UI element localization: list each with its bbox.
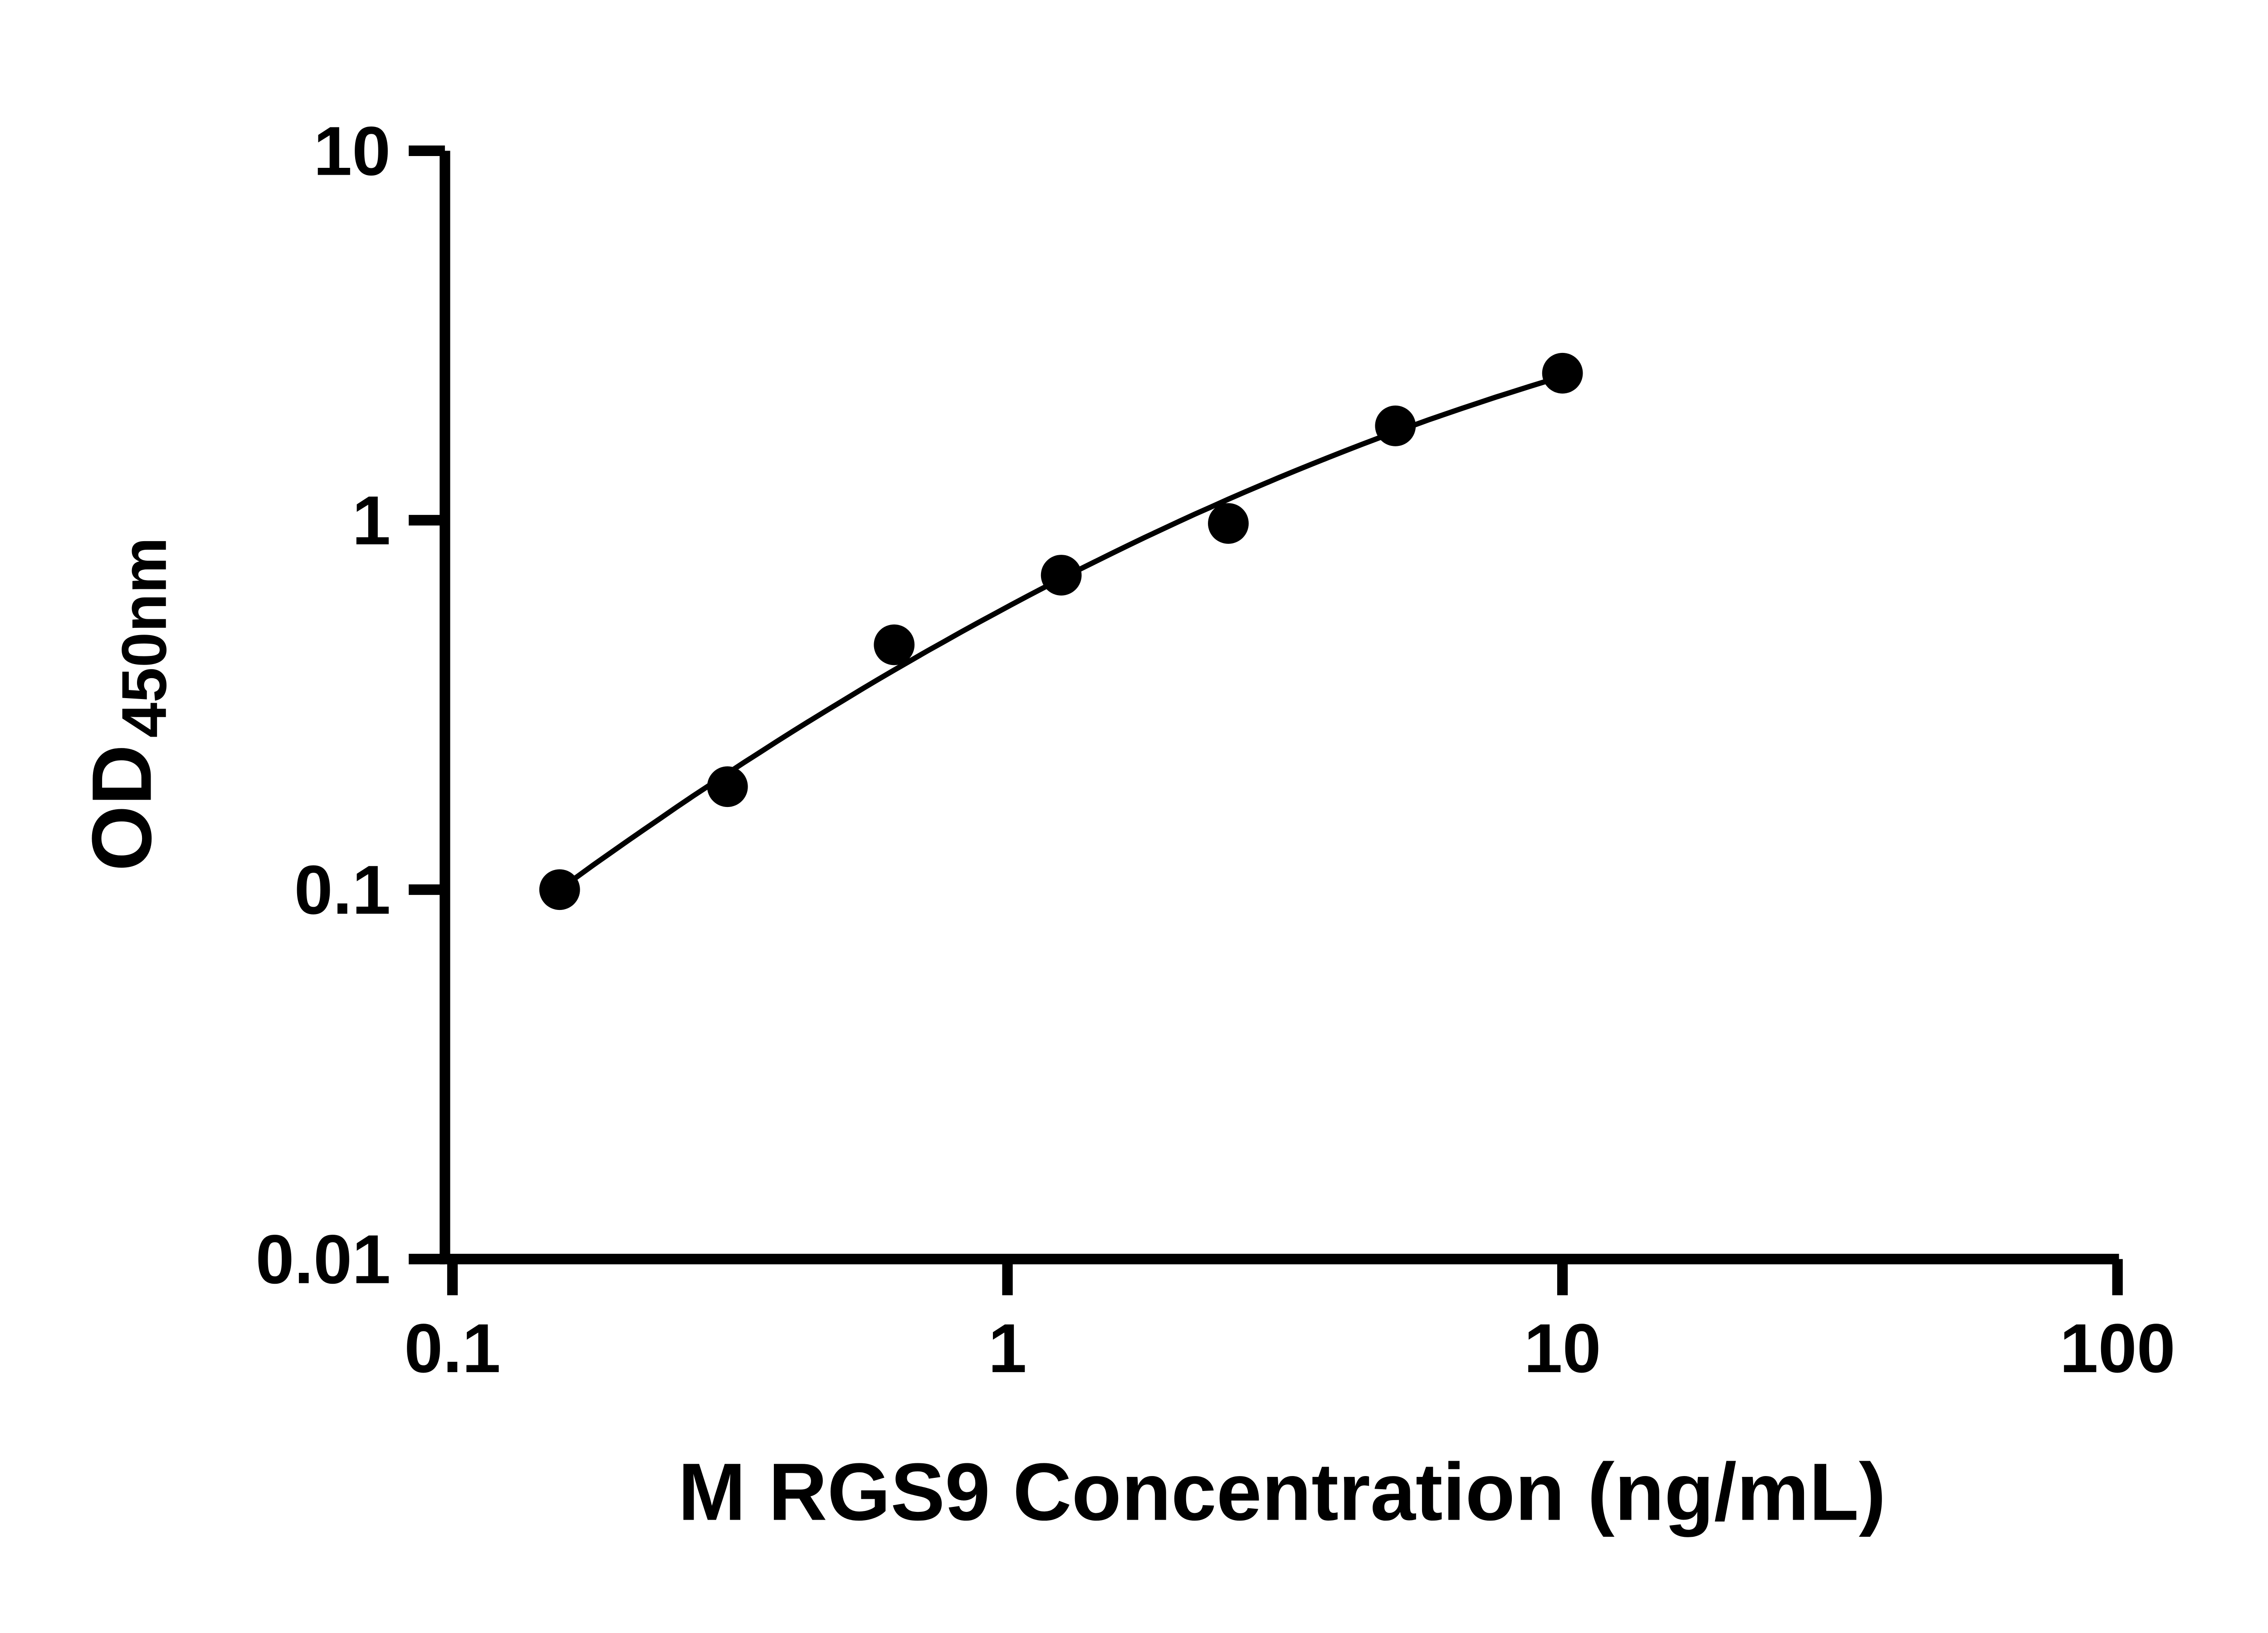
x-tick-label: 100 (2060, 1310, 2175, 1387)
data-point (1542, 352, 1583, 394)
x-axis-title: M RGS9 Concentration (ng/mL) (678, 1447, 1886, 1538)
x-tick-label: 1 (988, 1310, 1027, 1387)
data-point (1375, 406, 1416, 446)
data-point (707, 766, 748, 807)
data-point (1208, 503, 1249, 544)
y-tick-label: 0.01 (256, 1221, 391, 1298)
axes-spine (440, 151, 2119, 1265)
data-point (539, 869, 580, 910)
y-axis-title-main: OD (74, 744, 169, 871)
fit-curve (558, 374, 1564, 892)
x-tick-label: 10 (1524, 1310, 1601, 1387)
y-tick-label: 10 (313, 113, 391, 190)
y-axis-title-sub: 450nm (109, 537, 180, 738)
data-point (874, 624, 915, 665)
y-axis-title: OD 450nm (74, 537, 179, 871)
x-tick-label: 0.1 (404, 1310, 501, 1387)
data-point (1041, 555, 1082, 596)
y-tick-label: 0.1 (294, 851, 391, 929)
y-tick-label: 1 (352, 482, 391, 559)
